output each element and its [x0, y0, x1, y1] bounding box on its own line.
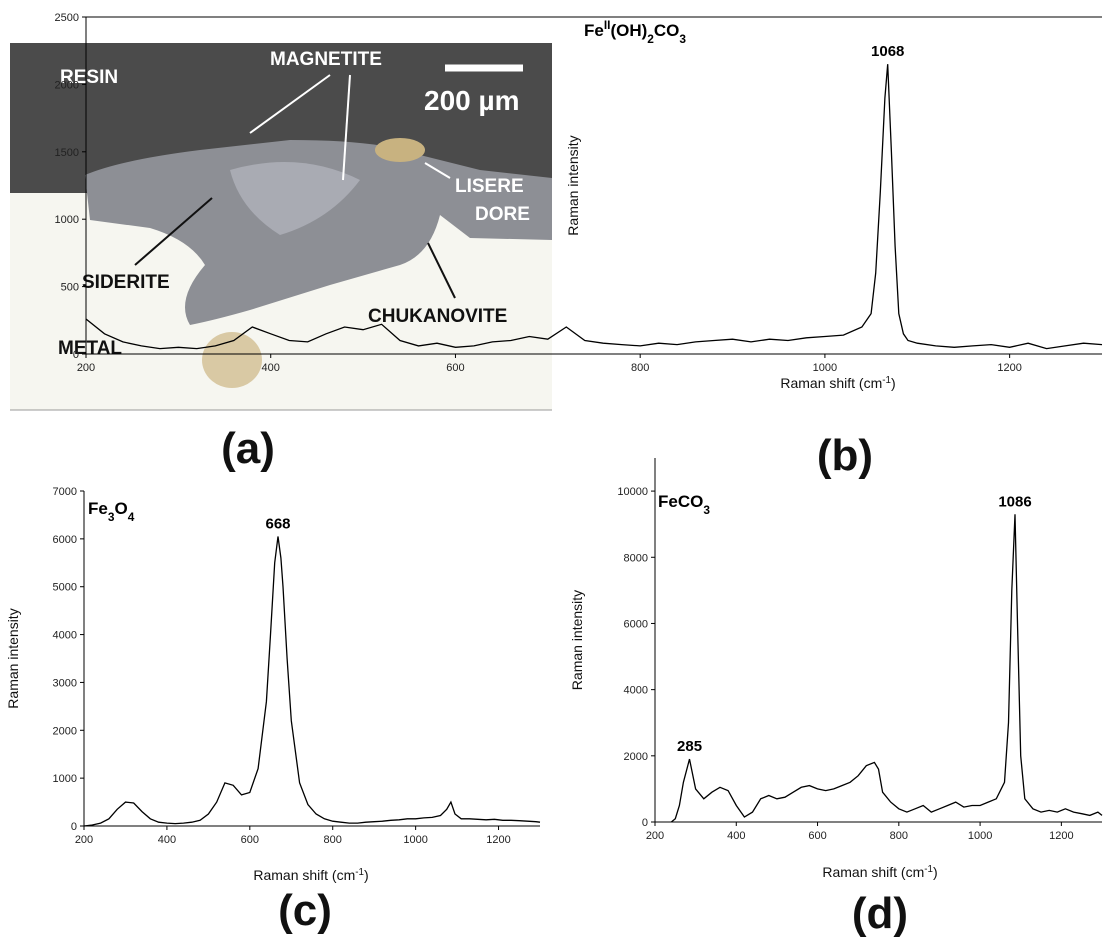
y-tick-label: 0 [642, 817, 648, 829]
chart-title-part: 3 [703, 503, 710, 517]
x-tick-label: 400 [158, 834, 176, 846]
x-tick-label: 400 [727, 830, 745, 842]
x-axis-label: Raman shift (cm-1) [822, 864, 937, 881]
x-tick-label: 600 [808, 830, 826, 842]
spectrum-line [85, 64, 1103, 350]
micro-label: SIDERITE [82, 272, 170, 293]
x-axis-label-part: -1 [355, 867, 364, 878]
x-axis-label-part: ) [891, 375, 896, 391]
x-tick-label: 1000 [403, 834, 427, 846]
chukanovite-zone [230, 162, 360, 235]
y-tick-label: 0 [71, 821, 77, 833]
chart-title-part: CO [654, 21, 680, 40]
x-tick-label: 1200 [997, 362, 1021, 374]
x-tick-label: 800 [324, 834, 342, 846]
x-tick-label: 1200 [486, 834, 510, 846]
chart-title-part: Fe [584, 21, 604, 40]
x-tick-label: 200 [646, 830, 664, 842]
x-axis-label: Raman shift (cm-1) [253, 867, 368, 884]
micro-label: METAL [58, 338, 122, 359]
peak-label: 668 [265, 515, 290, 532]
micrograph: RESIN MAGNETITE 200 µm LISERE DORE SIDER… [10, 43, 552, 411]
y-tick-label: 0 [73, 349, 79, 361]
y-tick-label: 6000 [53, 534, 77, 546]
corrosion-layer [85, 140, 552, 325]
x-axis-label-part: -1 [924, 864, 933, 875]
spectrum-line [670, 514, 1103, 823]
x-tick-label: 200 [75, 834, 93, 846]
x-tick-label: 1000 [968, 830, 992, 842]
peak-label: 1086 [998, 493, 1031, 510]
x-axis-label-part: ) [364, 867, 369, 883]
scale-label: 200 µm [424, 85, 520, 116]
chart-title-part: FeCO [658, 492, 703, 511]
chart-title: FeCO3 [658, 492, 710, 517]
chart-title-part: 2 [647, 32, 654, 46]
chart-title: Fe3O4 [88, 499, 135, 524]
x-axis-label-part: ) [933, 864, 938, 880]
y-tick-label: 2000 [624, 751, 648, 763]
chart-title-part: II [604, 18, 611, 32]
lisere-dore [375, 138, 425, 162]
y-axis-label: Raman intensity [5, 608, 21, 708]
x-tick-label: 600 [446, 362, 464, 374]
chart-title: FeII(OH)2CO3 [584, 18, 686, 46]
x-tick-label: 200 [77, 362, 95, 374]
y-tick-label: 1000 [55, 214, 79, 226]
y-tick-label: 2000 [55, 79, 79, 91]
y-axis-label: Raman intensity [569, 590, 585, 690]
spectrum-line [83, 536, 541, 827]
y-tick-label: 7000 [53, 486, 77, 498]
y-tick-label: 6000 [624, 618, 648, 630]
chart-title-part: (OH) [610, 21, 647, 40]
chart-title-part: 3 [679, 32, 686, 46]
x-tick-label: 1200 [1049, 830, 1073, 842]
y-tick-label: 1000 [53, 773, 77, 785]
chart-title-part: 3 [108, 510, 115, 524]
arrows-black [134, 197, 456, 299]
x-tick-label: 600 [241, 834, 259, 846]
arrows-white [249, 74, 451, 181]
y-tick-label: 10000 [617, 486, 648, 498]
x-axis-label-part: Raman shift (cm [253, 867, 355, 883]
x-tick-label: 800 [890, 830, 908, 842]
x-axis-label-part: Raman shift (cm [822, 864, 924, 880]
panel-label: (b) [817, 431, 873, 480]
x-axis-label-part: Raman shift (cm [780, 375, 882, 391]
y-tick-label: 5000 [53, 582, 77, 594]
y-tick-label: 8000 [624, 552, 648, 564]
x-tick-label: 400 [262, 362, 280, 374]
chart-title-part: Fe [88, 499, 108, 518]
chart-title-part: 4 [128, 510, 135, 524]
y-tick-label: 500 [61, 282, 79, 294]
peak-label: 1068 [871, 43, 904, 60]
micro-label: DORE [475, 204, 530, 225]
x-axis-label: Raman shift (cm-1) [780, 375, 895, 392]
y-tick-label: 4000 [53, 630, 77, 642]
micro-label: MAGNETITE [270, 49, 382, 70]
panel-label: (a) [221, 424, 275, 473]
panel-label: (d) [852, 889, 908, 937]
y-tick-label: 4000 [624, 685, 648, 697]
y-tick-label: 2000 [53, 725, 77, 737]
y-axis-label: Raman intensity [565, 135, 581, 235]
y-tick-label: 3000 [53, 677, 77, 689]
y-tick-label: 1500 [55, 147, 79, 159]
x-tick-label: 1000 [813, 362, 837, 374]
x-tick-label: 800 [631, 362, 649, 374]
y-tick-label: 2500 [55, 12, 79, 24]
micro-label: RESIN [60, 67, 118, 88]
x-axis-label-part: -1 [882, 375, 891, 386]
panel-label: (c) [278, 886, 332, 935]
micro-label: CHUKANOVITE [368, 306, 507, 327]
micro-label: LISERE [455, 176, 524, 197]
chart-title-part: O [114, 499, 127, 518]
peak-label: 285 [677, 738, 702, 755]
